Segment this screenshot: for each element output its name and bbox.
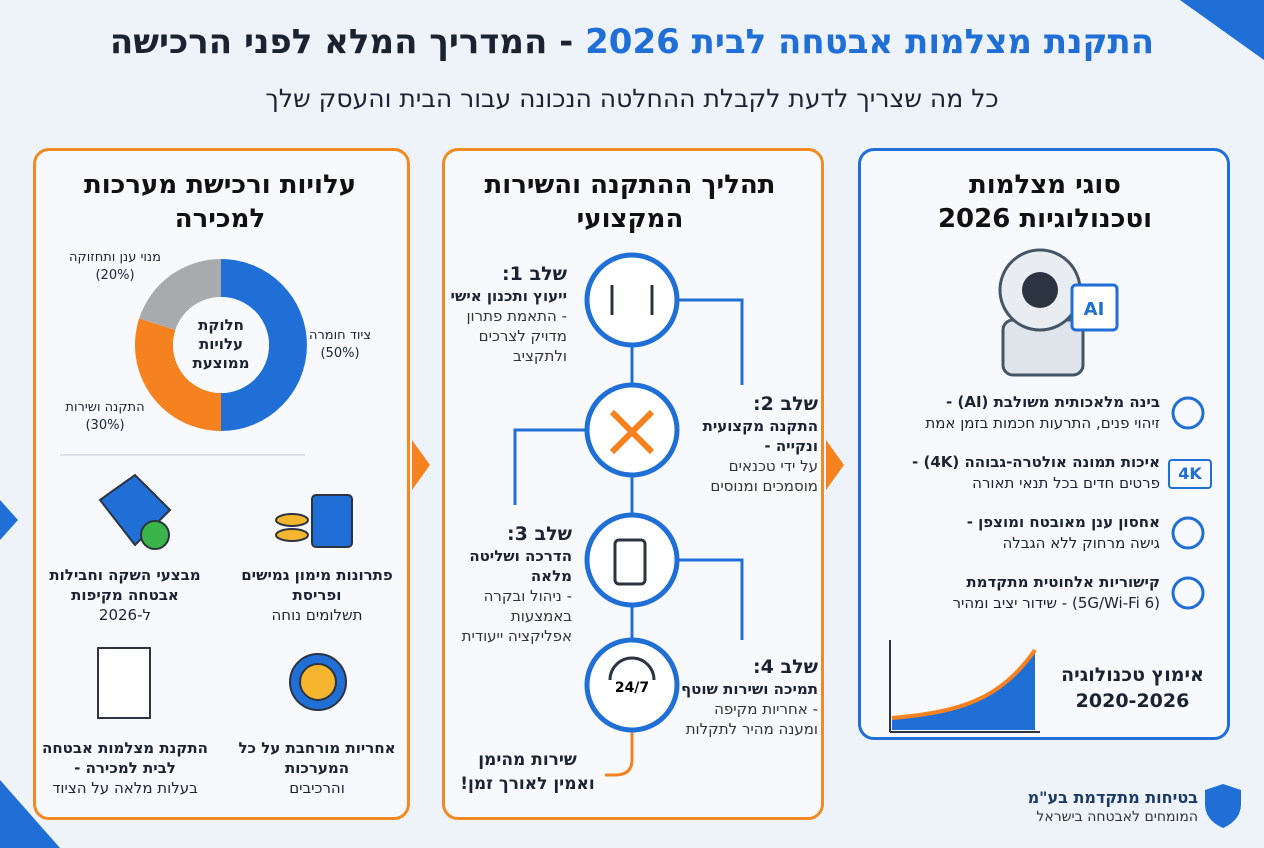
step-desc: - ניהול ובקרה באמצעות אפליקציה ייעודית — [461, 587, 572, 645]
feature-title: איכות תמונה אולטרה-גבוהה (4K) - — [912, 453, 1160, 471]
title-highlight: התקנת מצלמות אבטחה לבית 2026 — [585, 22, 1155, 62]
step-desc: - התאמת פתרון מדויק לצרכים ולתקציב — [466, 307, 567, 365]
support-icon-label: 24/7 — [615, 680, 649, 696]
feature-desc: גישה מרחוק ללא הגבלה — [1002, 534, 1160, 552]
process-footer: שירות מהימן ואמין לאורך זמן! — [460, 750, 595, 794]
step: שלב 2: התקנה מקצועית ונקייה - על ידי טכנאי… — [680, 392, 818, 496]
panel-title: תהליך ההתקנה והשירות המקצועי — [484, 170, 776, 234]
step-label: שלב 4: — [753, 656, 818, 678]
donut-segment — [221, 259, 307, 431]
step: שלב 1: ייעוץ ותכנון אישי - התאמת פתרון מדו… — [445, 262, 567, 366]
step-title: התקנה מקצועית ונקייה - — [702, 417, 818, 455]
feature-badge: 4K — [1168, 459, 1212, 489]
feature-desc: זיהוי פנים, התרעות חכמות בזמן אמת — [925, 414, 1160, 432]
segment-name: ציוד חומרה — [308, 328, 372, 343]
donut-hole — [173, 297, 269, 393]
donut-segment — [135, 318, 221, 431]
segment-label: (50%) — [320, 346, 360, 361]
cost-item-desc: בעלות מלאה על הציוד — [52, 779, 198, 797]
step-label: שלב 1: — [502, 263, 567, 285]
panel-title: עלויות ורכישת מערכות למכירה — [83, 170, 357, 234]
step-title: תמיכה ושירות שוטף — [681, 680, 818, 698]
step-desc: על ידי טכנאים מוסמכים ומנוסים — [710, 457, 818, 495]
feature-title: אחסון ענן מאובטח ומוצפן - — [966, 513, 1160, 531]
segment-label: (30%) — [85, 418, 125, 433]
feature-title: בינה מלאכותית משולבת (AI) - — [946, 393, 1160, 411]
cost-item: פתרונות מימון גמישים ופריסת תשלומים נוחה — [232, 565, 402, 625]
step: שלב 3: הדרכה ושליטה מלאה - ניהול ובקרה באמ… — [450, 522, 572, 646]
feature-icon — [1171, 516, 1205, 550]
panel-title: סוגי מצלמות וטכנולוגיות 2026 — [937, 170, 1153, 234]
donut-center: חלוקת עלויות ממוצעת — [192, 316, 250, 372]
feature-icon — [1171, 396, 1205, 430]
cost-item-title: מבצעי השקה וחבילות אבטחה מקיפות — [49, 566, 201, 604]
step-label: שלב 3: — [507, 523, 572, 545]
step: שלב 4: תמיכה ושירות שוטף - אחריות מקיפה ומ… — [680, 655, 818, 739]
step-label: שלב 2: — [753, 393, 818, 415]
adoption-years: 2020-2026 — [1075, 690, 1190, 712]
step-title: ייעוץ ותכנון אישי — [450, 287, 567, 305]
subtitle: כל מה שצריך לדעת לקבלת ההחלטה הנכונה עבו… — [265, 84, 999, 113]
cost-item-desc: ל-2026 — [98, 606, 152, 624]
feature-title: קישוריות אלחוטית מתקדמת — [966, 573, 1160, 591]
cost-item: אחריות מורחבת על כל המערכות והרכיבים — [232, 738, 402, 798]
title: התקנת מצלמות אבטחה לבית 2026 - המדריך המ… — [0, 22, 1264, 62]
cost-item: מבצעי השקה וחבילות אבטחה מקיפות ל-2026 — [40, 565, 210, 625]
cost-item-desc: והרכיבים — [289, 779, 345, 797]
segment-label: (20%) — [95, 268, 135, 283]
cost-item-title: התקנת מצלמות אבטחה לבית למכירה - — [42, 739, 208, 777]
feature-desc: פרטים חדים בכל תנאי תאורה — [972, 474, 1160, 492]
cost-item-title: אחריות מורחבת על כל המערכות — [238, 739, 396, 777]
cost-item: התקנת מצלמות אבטחה לבית למכירה - בעלות מל… — [40, 738, 210, 798]
segment-name: מנוי ענן ותחזוקה — [69, 250, 161, 265]
adoption-title: אימוץ טכנולוגיה — [1061, 664, 1204, 686]
brand-name: בטיחות מתקדמת בע"מ — [1027, 788, 1198, 807]
ai-chip: AI — [1084, 299, 1105, 320]
types-panel — [858, 148, 1230, 740]
title-rest: - המדריך המלא לפני הרכישה — [109, 22, 574, 62]
cost-item-desc: תשלומים נוחה — [271, 606, 363, 624]
feature-icon — [1171, 576, 1205, 610]
step-desc: - אחריות מקיפה ומענה מהיר לתקלות — [685, 700, 818, 738]
donut-segment — [139, 259, 221, 331]
segment-name: התקנה ושירות — [65, 400, 145, 415]
brand-tagline: המומחים לאבטחה בישראל — [1036, 809, 1198, 825]
step-title: הדרכה ושליטה מלאה — [469, 547, 572, 585]
cost-item-title: פתרונות מימון גמישים ופריסת — [241, 566, 393, 604]
feature-desc: (5G/Wi-Fi 6) - שידור יציב ומהיר — [952, 594, 1160, 612]
